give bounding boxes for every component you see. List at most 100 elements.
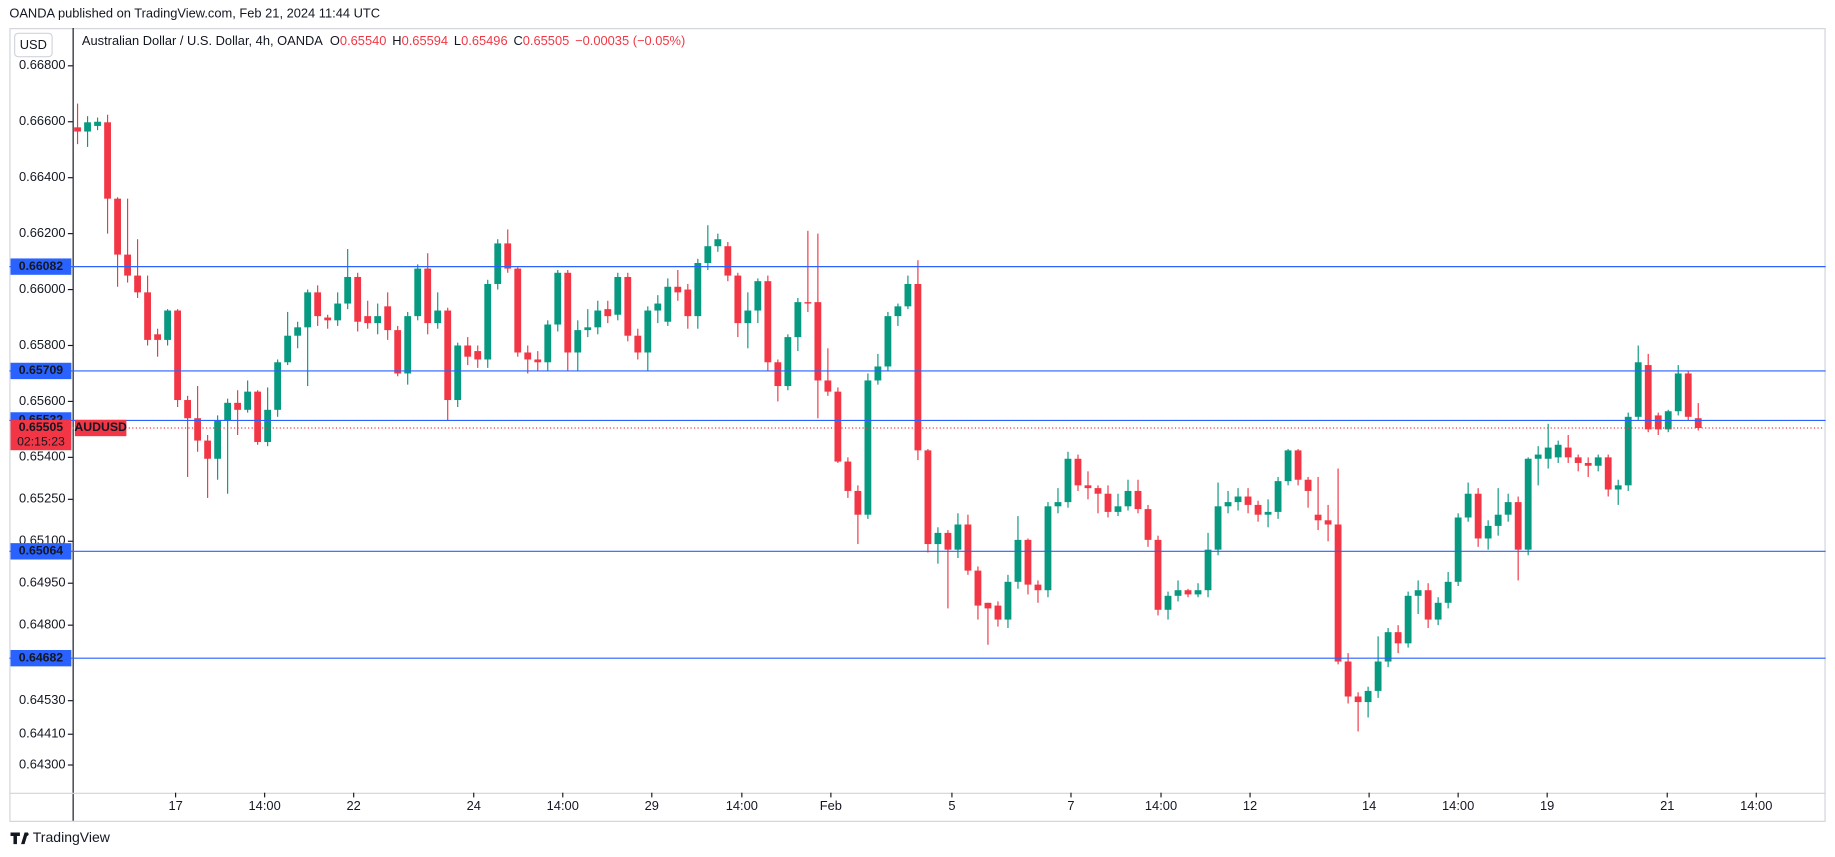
candle-body xyxy=(924,450,932,545)
level-label-box xyxy=(10,649,72,667)
candle-body xyxy=(534,359,542,363)
currency-box[interactable] xyxy=(14,32,53,58)
candle-body xyxy=(1584,462,1592,466)
y-tick-label: 0.64800 xyxy=(19,617,66,632)
candle-body xyxy=(464,345,472,357)
currency[interactable]: USD xyxy=(20,37,47,52)
candle-body xyxy=(984,602,992,609)
candle-body xyxy=(874,366,882,381)
candle-body xyxy=(724,246,732,276)
candle-body xyxy=(474,351,482,360)
candle-body xyxy=(104,122,111,199)
candle-body xyxy=(844,461,852,491)
y-tick-label: 0.64950 xyxy=(19,575,66,590)
candle-body xyxy=(1624,416,1632,486)
candle-body xyxy=(304,292,312,328)
legend-value: 0.65540 xyxy=(340,33,387,48)
brand: TradingView xyxy=(33,829,111,845)
candle-body xyxy=(604,309,612,317)
candle-body xyxy=(964,524,972,571)
candle-body xyxy=(354,276,362,322)
legend: Australian Dollar / U.S. Dollar, 4h, OAN… xyxy=(82,33,685,48)
y-tick-label: 0.66600 xyxy=(19,113,66,128)
candle-body xyxy=(1514,502,1522,550)
candle-body xyxy=(714,239,722,247)
candle-body xyxy=(374,316,382,324)
last-price-label: 0.65505 xyxy=(19,420,64,434)
candle-body xyxy=(1494,514,1502,526)
candle-body xyxy=(84,122,91,132)
x-tick-label: 29 xyxy=(645,798,659,813)
candle-body xyxy=(1604,457,1612,490)
legend-key: H xyxy=(392,33,401,48)
candle-body xyxy=(174,310,182,401)
last-price-box xyxy=(10,419,72,451)
candle-body xyxy=(454,345,462,401)
candle-body xyxy=(1294,450,1302,480)
candle-body xyxy=(1594,457,1602,466)
candle-body xyxy=(1064,458,1072,503)
published-note: OANDA published on TradingView.com, Feb … xyxy=(9,5,380,20)
candle-body xyxy=(1184,590,1192,595)
candle-body xyxy=(254,391,262,442)
candle-body xyxy=(314,292,322,317)
candle-body xyxy=(1424,590,1432,620)
legend-value: 0.65594 xyxy=(402,33,449,48)
candle-body xyxy=(134,275,141,293)
candle-body xyxy=(994,605,1002,620)
candle-body xyxy=(1344,661,1352,697)
candle-body xyxy=(1364,690,1372,703)
legend-title: Australian Dollar / U.S. Dollar, 4h, OAN… xyxy=(82,33,323,48)
candle-body xyxy=(334,303,342,321)
candle-body xyxy=(124,254,131,276)
candle-body xyxy=(1274,481,1282,512)
x-tick-label: 21 xyxy=(1660,798,1674,813)
x-tick-label: 22 xyxy=(347,798,361,813)
candle-body xyxy=(1224,502,1232,507)
candle-body xyxy=(1044,506,1052,591)
candle-body xyxy=(1004,581,1012,620)
candle-body xyxy=(814,302,822,381)
candle-body xyxy=(1614,485,1622,490)
legend-key: O xyxy=(330,33,340,48)
candle-body xyxy=(914,283,922,451)
candle-body xyxy=(644,310,652,353)
candle-body xyxy=(784,337,792,387)
candle-body xyxy=(1254,504,1262,515)
candle-body xyxy=(414,268,422,317)
candle-body xyxy=(264,409,272,442)
x-tick-label: 14:00 xyxy=(249,798,281,813)
candle-body xyxy=(1534,454,1542,459)
candle-body xyxy=(1634,362,1642,417)
y-tick-label: 0.66800 xyxy=(19,57,66,72)
candle-body xyxy=(794,302,802,338)
candle-body xyxy=(1464,493,1472,518)
legend-value: 0.65496 xyxy=(461,33,508,48)
candle-body xyxy=(1054,502,1062,507)
candle-body xyxy=(1304,479,1312,491)
candle-body xyxy=(624,276,632,336)
candle-body xyxy=(854,490,862,515)
candle-body xyxy=(954,524,962,550)
candle-body xyxy=(194,418,202,441)
candle-body xyxy=(764,281,772,363)
candle-body xyxy=(404,316,412,374)
candle-body xyxy=(584,327,592,331)
candle-body xyxy=(1174,590,1182,596)
candle-body xyxy=(214,421,222,459)
x-tick-label: Feb xyxy=(820,798,842,813)
candle-body xyxy=(234,402,242,410)
x-tick-label: 12 xyxy=(1243,798,1257,813)
candle-body xyxy=(1384,632,1392,662)
frame xyxy=(9,28,1826,822)
candle-body xyxy=(444,310,452,401)
x-tick-label: 17 xyxy=(168,798,182,813)
logo-icon xyxy=(10,832,29,845)
candle-body xyxy=(1554,444,1562,458)
candle-body xyxy=(1504,502,1512,515)
candle-body xyxy=(884,316,892,367)
candle-body xyxy=(904,283,912,307)
candle-body xyxy=(1444,581,1452,603)
candle-body xyxy=(1434,602,1442,620)
candle-body xyxy=(364,316,372,324)
